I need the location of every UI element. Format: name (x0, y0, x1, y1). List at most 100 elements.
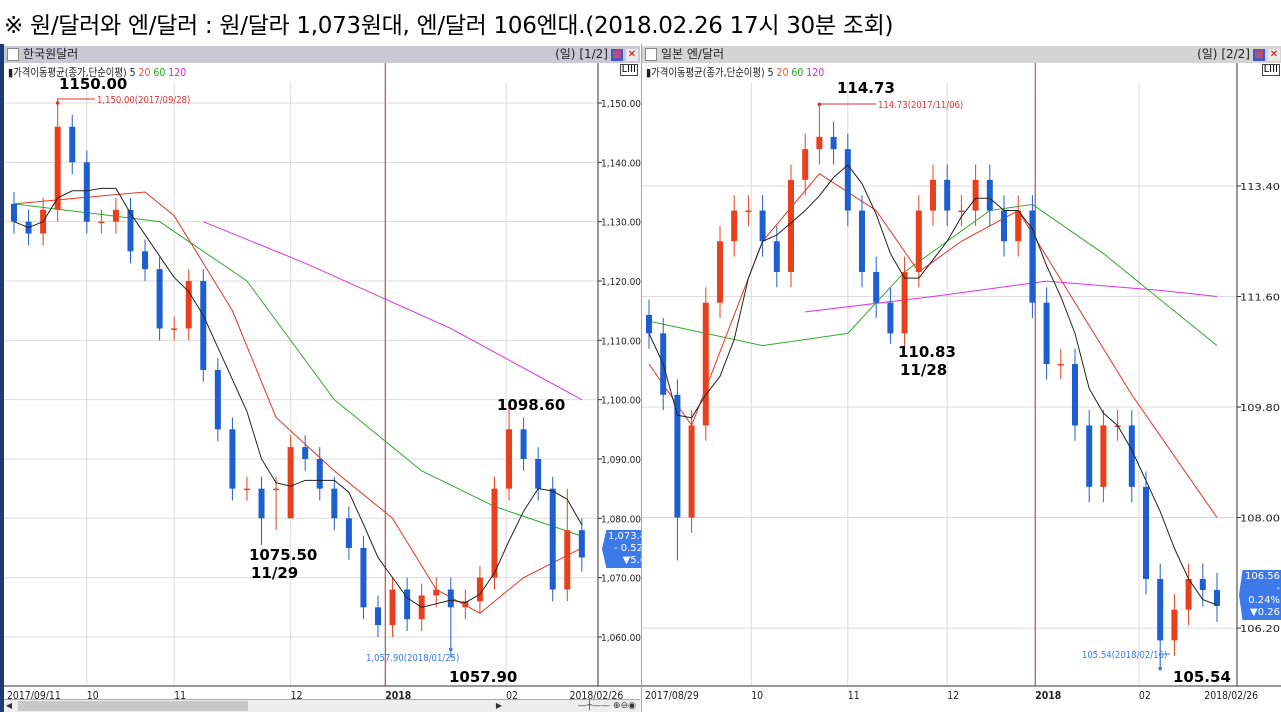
ma120-legend: 120 (168, 66, 187, 79)
candle-body (731, 210, 738, 242)
period-label[interactable]: (일) (555, 47, 576, 61)
checkbox-icon[interactable] (7, 48, 19, 61)
candle-body (1057, 364, 1064, 366)
extreme-point-marker (55, 101, 60, 105)
zoom-out-icon[interactable]: ⊖ (620, 701, 629, 711)
candle-body (214, 369, 221, 430)
candle-body (773, 241, 780, 272)
extreme-value-label: 11/29 (251, 564, 298, 582)
candle-body (360, 547, 367, 608)
x-tick-label: 10 (751, 690, 763, 702)
candle-body (788, 179, 794, 272)
y-tick-label: 1,140.00 (601, 158, 641, 169)
candle-body (887, 302, 894, 334)
scroll-right-icon[interactable]: ▶ (495, 701, 503, 710)
candle-body (1214, 590, 1220, 606)
checkbox-icon[interactable] (645, 48, 657, 61)
panel-header: 한국원달러 (일) [1/2] ▦ ✕ (4, 46, 640, 63)
panel-header: 일본 엔/달러 (일) [2/2] ▦ ✕ (642, 46, 1281, 63)
close-icon[interactable]: ✕ (1268, 48, 1280, 61)
candle-body (688, 425, 695, 518)
candle-body (433, 589, 440, 596)
horizontal-scrollbar[interactable]: ◀ ▶ —┼—— ⊕⊖◉ (4, 699, 640, 712)
ma20-legend: 20 (776, 66, 789, 79)
candle-body (1143, 486, 1149, 579)
candle-body (491, 488, 498, 578)
candle-body (331, 488, 338, 519)
last-change: ▼5.60 (622, 555, 653, 566)
candle-body (476, 577, 483, 602)
candle-body (830, 136, 837, 150)
candle-body (702, 302, 709, 426)
y-tick-label: 111.60 (1240, 293, 1280, 304)
candle-body (112, 209, 119, 222)
candle-body (564, 530, 571, 590)
candle-body (273, 488, 280, 491)
ma60-legend: 60 (791, 66, 804, 79)
candle-body (142, 251, 149, 270)
extreme-value-note: 105.54(2018/02/16) (1082, 649, 1167, 661)
y-tick-label: 1,060.00 (601, 633, 641, 644)
grid-icon[interactable]: ▦ (611, 48, 623, 61)
ma20-legend: 20 (138, 66, 151, 79)
page-headline: ※ 원/달러와 엔/달러 : 원/달라 1,073원대, 엔/달러 106엔대.… (4, 13, 894, 39)
candle-body (646, 314, 652, 334)
candle-body (1100, 425, 1107, 487)
candle-body (389, 589, 396, 626)
layout-button[interactable]: LIII (1261, 64, 1280, 76)
grid-icon[interactable]: ▦ (1253, 48, 1265, 61)
last-price-tag: 106.56 - 0.24% ▼0.26 (1239, 570, 1281, 620)
y-tick-label: 1,120.00 (601, 277, 641, 288)
extreme-point-marker (817, 102, 822, 107)
page-label: [2/2] (1221, 47, 1250, 61)
layout-button[interactable]: LIII (619, 64, 638, 76)
extreme-pointer-line (1159, 653, 1170, 669)
ma5-line (648, 164, 1218, 606)
candle-body (69, 126, 76, 163)
candle-body (462, 601, 469, 608)
y-tick-label: 1,100.00 (601, 396, 641, 407)
scrollbar-thumb[interactable] (18, 701, 248, 711)
zoom-in-icon[interactable]: ⊕ (613, 701, 621, 711)
candle-body (717, 241, 723, 303)
candle-body (844, 149, 851, 211)
candle-body (1086, 425, 1093, 487)
indicator-legend[interactable]: ▮가격이동평균(종가,단순이평) 5 20 60 120 (8, 66, 187, 79)
candle-body (745, 210, 752, 213)
zoom-controls[interactable]: —┼—— ⊕⊖◉ (577, 701, 636, 711)
x-tick-label: 11 (848, 690, 860, 702)
extreme-point-marker (1158, 666, 1162, 671)
extreme-pointer-line (57, 98, 95, 103)
candle-body (930, 179, 936, 211)
krw-usd-candlestick-chart: 1,150.00 1,140.00 1,130.00 1,120.00 1,110.00… (4, 62, 644, 702)
period-label[interactable]: (일) (1197, 47, 1218, 61)
extreme-point-marker (449, 647, 453, 652)
ma5-line (13, 187, 583, 608)
extreme-value-label: 1150.00 (59, 75, 127, 93)
candle-body (759, 210, 766, 242)
indicator-label: 가격이동평균(종가,단순이평) (651, 66, 765, 79)
candle-body (958, 210, 965, 213)
indicator-label: 가격이동평균(종가,단순이평) (13, 66, 127, 79)
candle-body (171, 328, 178, 330)
extreme-value-label: 1098.60 (497, 396, 565, 414)
candle-body (535, 458, 542, 489)
candle-body (229, 429, 236, 489)
x-tick-label: 02 (1139, 690, 1151, 702)
candle-body (578, 530, 585, 558)
y-tick-label: 1,090.00 (601, 455, 641, 466)
candle-body (1072, 364, 1078, 426)
x-tick-label: 11 (174, 690, 186, 702)
extreme-value-label: 1075.50 (249, 546, 317, 564)
scroll-left-icon[interactable]: ◀ (5, 701, 13, 710)
close-icon[interactable]: ✕ (626, 48, 638, 61)
last-change: ▼0.26 (1250, 607, 1280, 618)
candle-body (375, 607, 381, 626)
ma5-legend: 5 (767, 66, 774, 79)
extreme-value-label: 105.54 (1173, 668, 1231, 686)
indicator-legend[interactable]: ▮가격이동평균(종가,단순이평) 5 20 60 120 (646, 66, 825, 79)
last-price: 1,073.40 (608, 531, 653, 542)
last-change-pct: - 0.24% (1248, 583, 1280, 606)
candle-body (944, 179, 951, 211)
y-tick-label: 106.20 (1240, 624, 1280, 635)
